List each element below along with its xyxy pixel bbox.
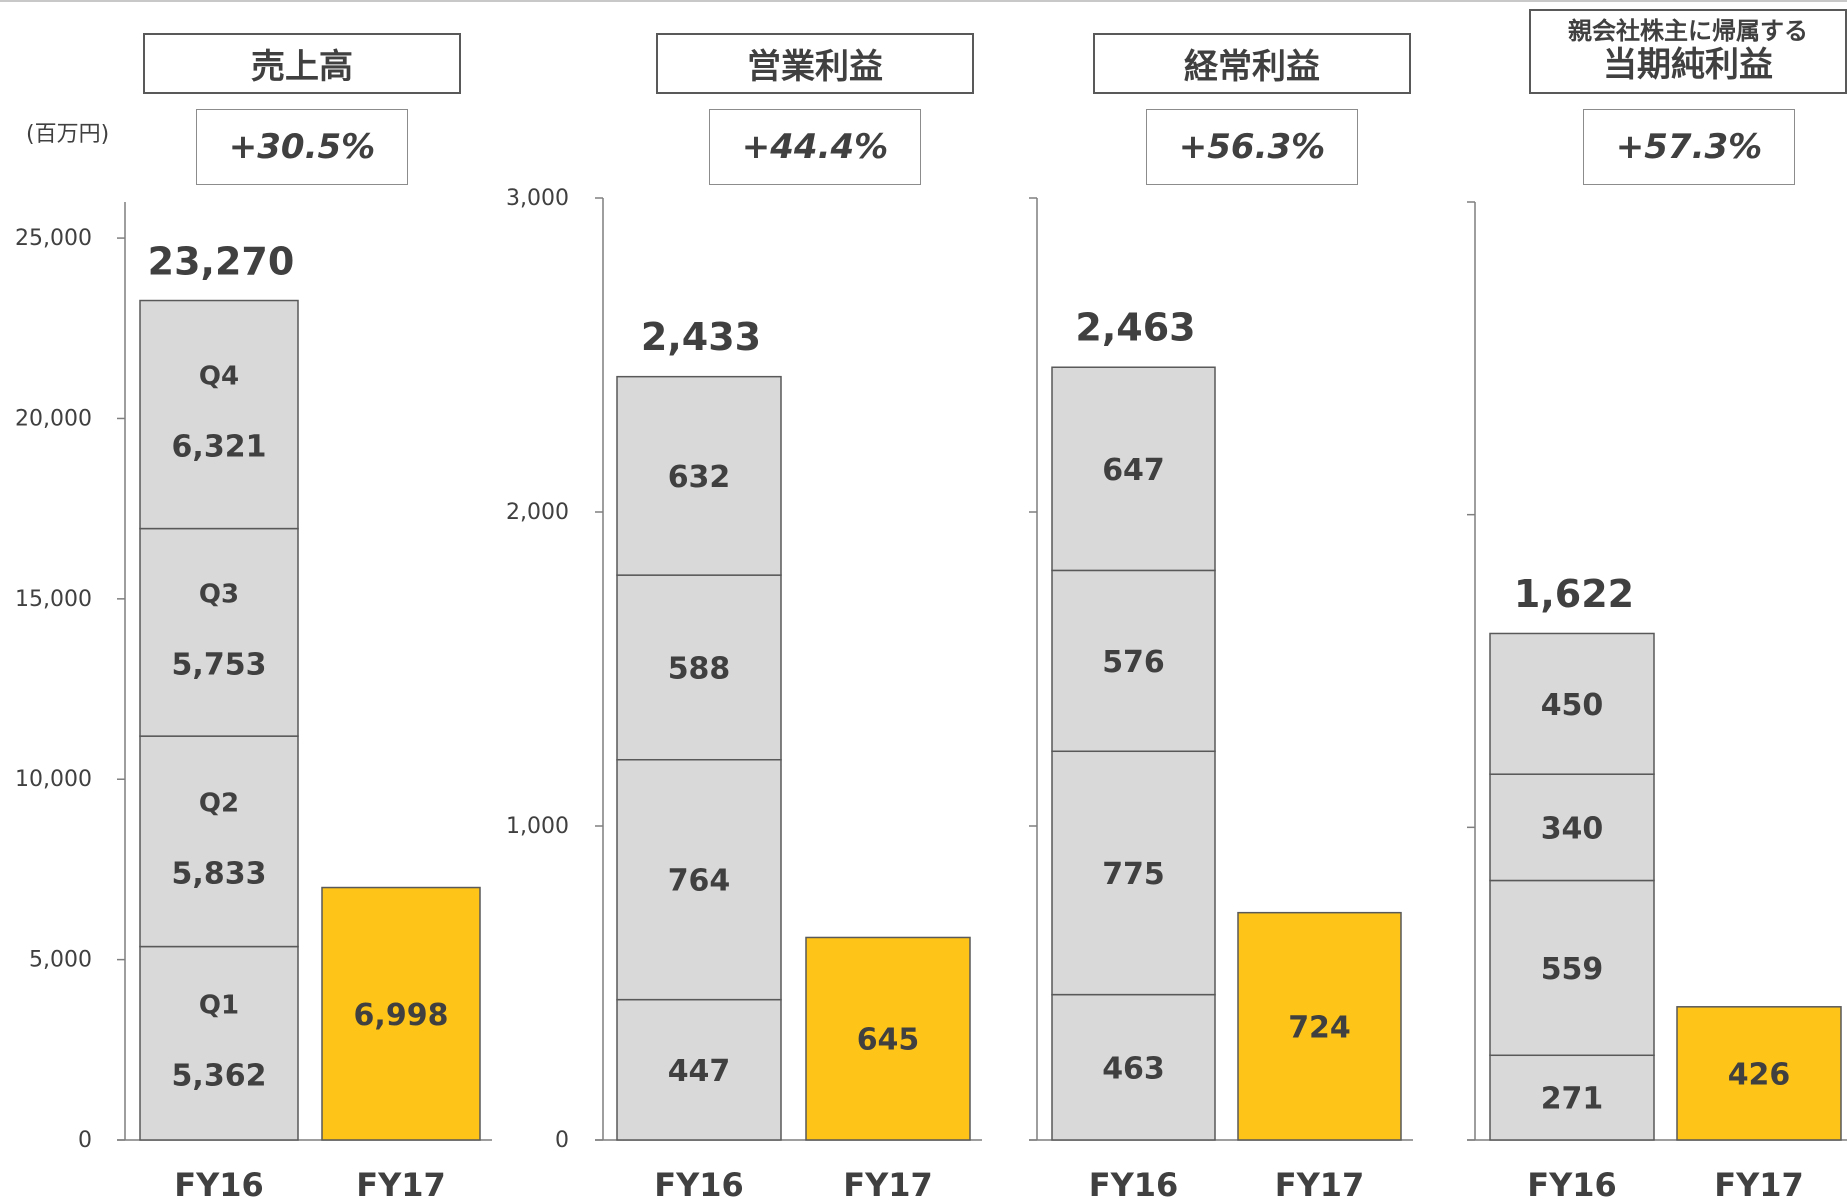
title-net-profit: 親会社株主に帰属する 当期純利益	[1529, 9, 1847, 94]
growth-operating-profit: +44.4%	[709, 109, 921, 185]
data-label: 576	[1102, 645, 1165, 680]
bar-fy16-segment	[1489, 1054, 1655, 1141]
data-label: 340	[1541, 811, 1604, 846]
total-label: 2,463	[1075, 306, 1195, 350]
x-category-label: FY16	[174, 1166, 264, 1200]
y-tick-label: 15,000	[15, 587, 92, 612]
data-label: 450	[1541, 688, 1604, 723]
data-label: 5,362	[172, 1058, 267, 1093]
bar-fy16-segment	[616, 758, 782, 1001]
title-ordinary-profit: 経常利益	[1093, 33, 1411, 94]
bar-fy16-segment	[616, 574, 782, 761]
data-label: 559	[1541, 952, 1604, 987]
data-label: 588	[668, 651, 731, 686]
bar-fy16-segment	[1489, 632, 1655, 775]
data-label: 447	[668, 1054, 731, 1089]
data-label: 6,321	[172, 430, 267, 465]
y-tick-label: 5,000	[29, 948, 92, 973]
x-category-label: FY16	[1089, 1166, 1179, 1200]
data-label: 6,998	[354, 998, 449, 1033]
data-label: 724	[1288, 1010, 1351, 1045]
data-label: 426	[1728, 1057, 1791, 1092]
bar-fy16-segment	[1051, 993, 1216, 1141]
bar-fy16-segment	[139, 945, 299, 1141]
title-net-profit-line1: 親会社株主に帰属する	[1568, 17, 1808, 46]
title-operating-profit: 営業利益	[656, 33, 974, 94]
data-label: 5,753	[172, 647, 267, 682]
bar-fy16-segment	[139, 299, 299, 530]
quarter-label: Q4	[199, 362, 239, 392]
total-label: 23,270	[148, 239, 295, 283]
x-category-label: FY17	[1714, 1166, 1804, 1200]
total-label: 1,622	[1514, 572, 1634, 616]
y-tick-label: 0	[78, 1128, 92, 1153]
data-label: 764	[668, 864, 731, 899]
bar-fy16-segment	[616, 375, 782, 576]
bar-fy16-segment	[1051, 366, 1216, 572]
x-category-label: FY16	[1527, 1166, 1617, 1200]
bar-fy16-segment	[1489, 879, 1655, 1057]
y-tick-label: 25,000	[15, 226, 92, 251]
unit-label: (百万円)	[26, 122, 110, 147]
y-tick-label: 0	[555, 1128, 569, 1153]
x-category-label: FY17	[356, 1166, 446, 1200]
quarter-label: Q1	[199, 990, 239, 1020]
bar-fy17	[805, 936, 971, 1141]
title-net-profit-line2: 当期純利益	[1603, 44, 1773, 85]
bar-fy16-segment	[139, 735, 299, 948]
growth-sales: +30.5%	[196, 109, 408, 185]
bar-fy16-segment	[616, 998, 782, 1141]
top-divider	[0, 0, 1847, 2]
data-label: 775	[1102, 857, 1165, 892]
y-tick-label: 1,000	[506, 814, 569, 839]
data-label: 271	[1541, 1082, 1604, 1117]
quarter-label: Q3	[199, 579, 239, 609]
bar-fy16-segment	[1489, 773, 1655, 882]
x-category-label: FY16	[654, 1166, 744, 1200]
total-label: 2,433	[641, 315, 761, 359]
data-label: 463	[1102, 1051, 1165, 1086]
data-label: 647	[1102, 453, 1165, 488]
y-tick-label: 20,000	[15, 406, 92, 431]
x-category-label: FY17	[1275, 1166, 1365, 1200]
data-label: 5,833	[172, 856, 267, 891]
growth-net-profit: +57.3%	[1583, 109, 1795, 185]
bar-fy17	[321, 886, 481, 1141]
y-tick-label: 2,000	[506, 500, 569, 525]
data-label: 632	[668, 460, 731, 495]
growth-ordinary-profit: +56.3%	[1146, 109, 1358, 185]
bar-fy17	[1676, 1006, 1842, 1141]
x-category-label: FY17	[843, 1166, 933, 1200]
bar-fy16-segment	[139, 527, 299, 737]
bar-fy17	[1237, 911, 1402, 1141]
title-sales: 売上高	[143, 33, 461, 94]
quarter-label: Q2	[199, 788, 239, 818]
data-label: 645	[857, 1023, 920, 1058]
y-tick-label: 3,000	[506, 186, 569, 211]
y-tick-label: 10,000	[15, 767, 92, 792]
